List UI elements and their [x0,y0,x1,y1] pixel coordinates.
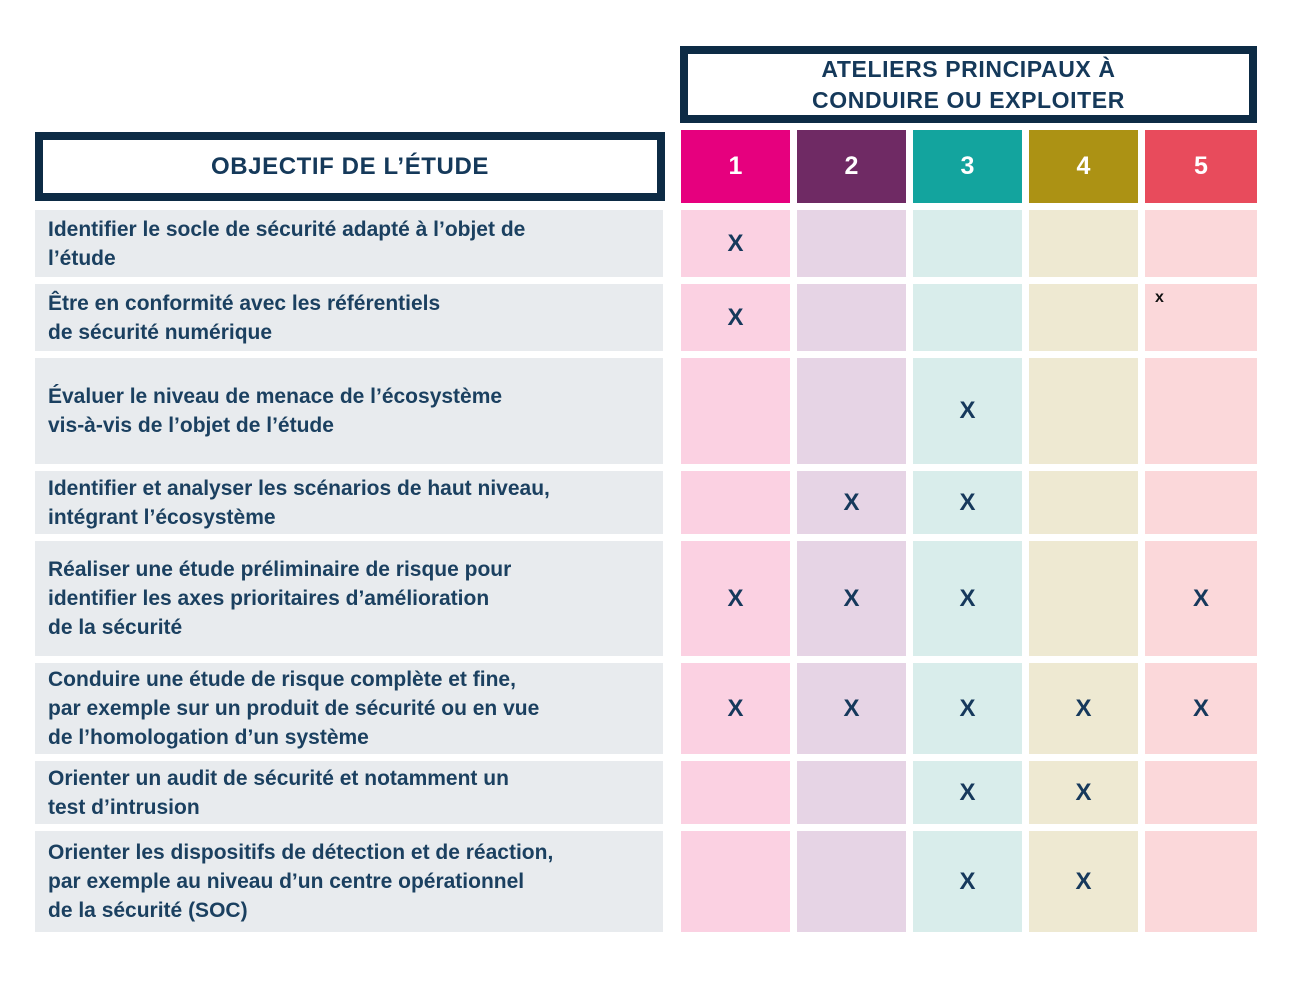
matrix-cell: X [797,541,906,656]
table-row: Évaluer le niveau de menace de l’écosyst… [35,358,1257,464]
objective-label: Être en conformité avec les référentiels… [35,284,663,351]
matrix-cell [797,761,906,824]
column-header-4: 4 [1029,130,1138,203]
matrix-cell: X [681,541,790,656]
matrix-cell [681,471,790,534]
matrix-cell: X [681,663,790,754]
matrix-cell [913,284,1022,351]
table-row: Être en conformité avec les référentiels… [35,284,1257,351]
matrix-cell [681,831,790,932]
objective-label: Évaluer le niveau de menace de l’écosyst… [35,358,663,464]
matrix-cell: x [1145,284,1257,351]
matrix-cell: X [913,663,1022,754]
matrix-cell: X [797,663,906,754]
matrix-cell [1145,831,1257,932]
objective-label: Orienter les dispositifs de détection et… [35,831,663,932]
matrix-cell: X [681,210,790,277]
matrix-cell: X [913,358,1022,464]
matrix-cell: X [797,471,906,534]
matrix-cell [681,358,790,464]
matrix-cell [913,210,1022,277]
column-header-2: 2 [797,130,906,203]
matrix-cell: X [1029,831,1138,932]
matrix-cell [1029,358,1138,464]
objective-label: Conduire une étude de risque complète et… [35,663,663,754]
matrix-cell [1145,471,1257,534]
matrix-cell: X [1029,663,1138,754]
matrix-cell [681,761,790,824]
workshops-header: ATELIERS PRINCIPAUX À CONDUIRE OU EXPLOI… [680,46,1257,123]
table-row: Réaliser une étude préliminaire de risqu… [35,541,1257,656]
objective-label: Identifier le socle de sécurité adapté à… [35,210,663,277]
matrix-cell: X [1145,663,1257,754]
column-header-3: 3 [913,130,1022,203]
workshop-column-headers: 1 2 3 4 5 [681,130,1257,203]
matrix-cell: X [1145,541,1257,656]
matrix-cell: X [913,831,1022,932]
matrix-cell: X [681,284,790,351]
matrix-cell [797,284,906,351]
matrix-cell [797,210,906,277]
objective-label: Réaliser une étude préliminaire de risqu… [35,541,663,656]
column-header-1: 1 [681,130,790,203]
matrix-cell [797,831,906,932]
matrix-cell [1145,210,1257,277]
matrix-cell [1029,541,1138,656]
matrix-cell [1029,471,1138,534]
matrix-cell: X [913,471,1022,534]
table-row: Orienter les dispositifs de détection et… [35,831,1257,932]
matrix-cell [797,358,906,464]
matrix-cell [1029,210,1138,277]
objective-label: Orienter un audit de sécurité et notamme… [35,761,663,824]
matrix-cell [1145,761,1257,824]
matrix-cell: X [913,541,1022,656]
table-row: Conduire une étude de risque complète et… [35,663,1257,754]
column-header-5: 5 [1145,130,1257,203]
objective-header: OBJECTIF DE L’ÉTUDE [35,132,665,201]
matrix-body: Identifier le socle de sécurité adapté à… [35,210,1257,932]
matrix-cell: X [913,761,1022,824]
table-row: Identifier et analyser les scénarios de … [35,471,1257,534]
objective-label: Identifier et analyser les scénarios de … [35,471,663,534]
table-row: Identifier le socle de sécurité adapté à… [35,210,1257,277]
matrix-cell [1145,358,1257,464]
matrix-cell [1029,284,1138,351]
table-row: Orienter un audit de sécurité et notamme… [35,761,1257,824]
matrix-cell: X [1029,761,1138,824]
